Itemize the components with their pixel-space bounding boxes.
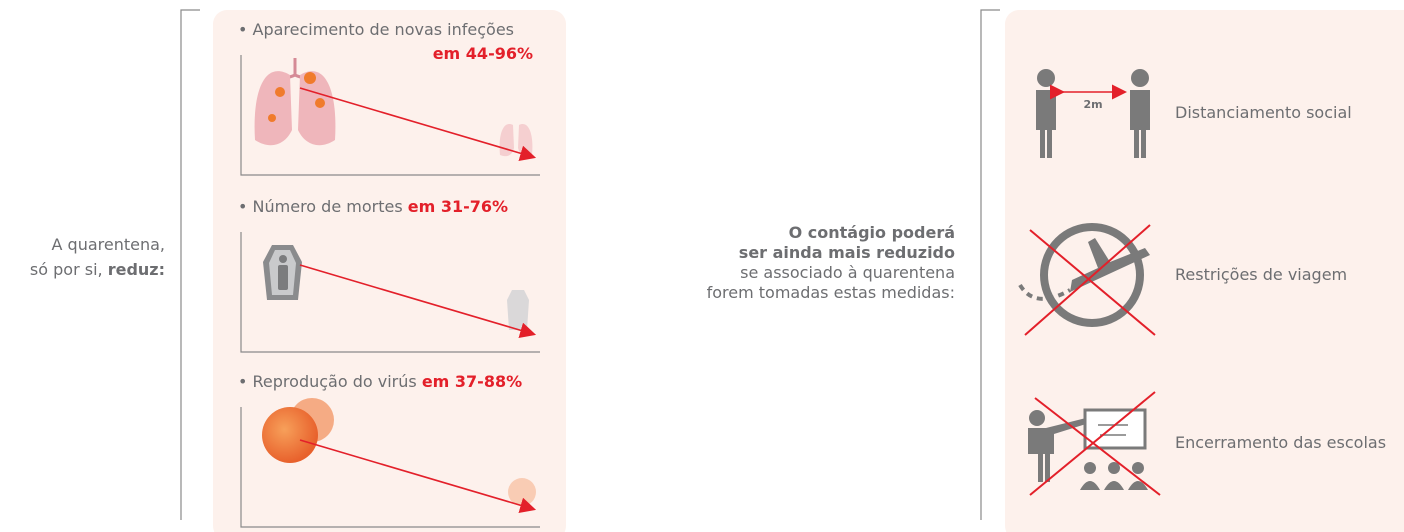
middle-line: se associado à quarentena: [740, 263, 955, 282]
effect-title: • Número de mortes em 31-76%: [238, 197, 508, 216]
left-bold: reduz:: [108, 260, 165, 279]
left-line: A quarentena,: [52, 235, 166, 254]
axis: [240, 232, 540, 353]
effect-value: em 44-96%: [433, 44, 533, 63]
bracket: [180, 9, 200, 520]
measure-label: Encerramento das escolas: [1175, 433, 1386, 452]
effect-label: • Reprodução do virús: [238, 372, 417, 391]
middle-bold: ser ainda mais reduzido: [739, 243, 955, 262]
lungs-icon: [254, 58, 533, 157]
effect-label: • Número de mortes: [238, 197, 403, 216]
school-icon: [1028, 391, 1161, 496]
bracket: [980, 9, 1000, 520]
people-icon: [1036, 69, 1150, 158]
measure-label: Restrições de viagem: [1175, 265, 1347, 284]
virus-icon: [262, 398, 536, 506]
distance-label: 2m: [1083, 98, 1102, 111]
plane-icon: [1018, 223, 1156, 336]
effect-title: • Reprodução do virús em 37-88%: [238, 372, 522, 391]
effect-value: em 37-88%: [422, 372, 522, 391]
measure-label: Distanciamento social: [1175, 103, 1352, 122]
axis: [240, 407, 540, 528]
effect-title: • Aparecimento de novas infeções: [238, 20, 514, 39]
coffin-icon: [263, 245, 529, 330]
effect-label: • Aparecimento de novas infeções: [238, 20, 514, 39]
left-text: só por si,: [30, 260, 103, 279]
middle-bold: O contágio poderá: [789, 223, 955, 242]
trend-arrow: [299, 439, 537, 514]
left-line: só por si, reduz:: [30, 260, 165, 279]
middle-line: forem tomadas estas medidas:: [707, 283, 955, 302]
axis: [240, 55, 540, 176]
trend-arrow: [299, 87, 537, 162]
effect-value: em 31-76%: [408, 197, 508, 216]
trend-arrow: [299, 264, 537, 339]
measures-panel: [1005, 10, 1404, 532]
